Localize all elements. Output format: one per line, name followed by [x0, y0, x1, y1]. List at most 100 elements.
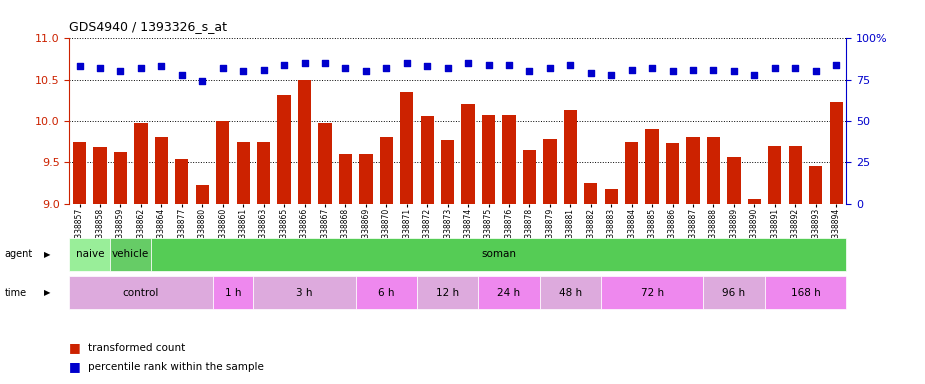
Text: 96 h: 96 h: [722, 288, 746, 298]
Point: [501, 62, 516, 68]
Point: [236, 68, 251, 74]
Bar: [601, 276, 703, 309]
Bar: [605, 189, 618, 204]
Bar: [789, 146, 802, 204]
Text: 6 h: 6 h: [378, 288, 395, 298]
Bar: [298, 79, 311, 204]
Point: [624, 67, 639, 73]
Text: transformed count: transformed count: [88, 343, 185, 353]
Bar: [257, 142, 270, 204]
Bar: [707, 137, 720, 204]
Point: [297, 60, 312, 66]
Bar: [462, 104, 475, 204]
Bar: [151, 238, 846, 271]
Point: [665, 68, 680, 74]
Bar: [134, 123, 148, 204]
Point: [277, 62, 291, 68]
Bar: [278, 94, 290, 204]
Bar: [523, 150, 536, 204]
Bar: [114, 152, 127, 204]
Bar: [441, 140, 454, 204]
Bar: [727, 157, 741, 204]
Point: [808, 68, 823, 74]
Bar: [69, 238, 110, 271]
Point: [685, 67, 700, 73]
Bar: [355, 276, 417, 309]
Text: 1 h: 1 h: [225, 288, 241, 298]
Bar: [110, 238, 151, 271]
Point: [317, 60, 332, 66]
Point: [481, 62, 496, 68]
Text: naive: naive: [76, 249, 105, 260]
Point: [726, 68, 741, 74]
Bar: [646, 129, 659, 204]
Bar: [154, 137, 168, 204]
Bar: [339, 154, 352, 204]
Text: 168 h: 168 h: [791, 288, 820, 298]
Bar: [666, 143, 679, 204]
Point: [72, 63, 87, 70]
Text: time: time: [5, 288, 27, 298]
Bar: [768, 146, 782, 204]
Point: [747, 72, 762, 78]
Text: vehicle: vehicle: [112, 249, 149, 260]
Bar: [401, 92, 413, 204]
Point: [256, 67, 271, 73]
Text: control: control: [123, 288, 159, 298]
Point: [768, 65, 783, 71]
Bar: [703, 276, 765, 309]
Bar: [539, 276, 601, 309]
Point: [113, 68, 128, 74]
Text: percentile rank within the sample: percentile rank within the sample: [88, 362, 264, 372]
Point: [400, 60, 414, 66]
Point: [522, 68, 536, 74]
Bar: [502, 115, 515, 204]
Point: [133, 65, 148, 71]
Point: [584, 70, 598, 76]
Bar: [318, 123, 331, 204]
Bar: [625, 142, 638, 204]
Bar: [216, 121, 229, 204]
Text: agent: agent: [5, 249, 33, 260]
Bar: [175, 159, 189, 204]
Point: [829, 62, 844, 68]
Text: ■: ■: [69, 360, 81, 373]
Bar: [69, 276, 213, 309]
Point: [359, 68, 374, 74]
Text: 72 h: 72 h: [640, 288, 664, 298]
Point: [706, 67, 721, 73]
Point: [604, 72, 619, 78]
Bar: [73, 142, 86, 204]
Bar: [195, 185, 209, 204]
Point: [195, 78, 210, 84]
Point: [154, 63, 168, 70]
Bar: [421, 116, 434, 204]
Point: [420, 63, 435, 70]
Bar: [482, 115, 495, 204]
Point: [216, 65, 230, 71]
Bar: [830, 102, 843, 204]
Bar: [563, 110, 577, 204]
Point: [788, 65, 803, 71]
Bar: [379, 137, 393, 204]
Point: [440, 65, 455, 71]
Text: 48 h: 48 h: [559, 288, 582, 298]
Point: [379, 65, 394, 71]
Bar: [686, 137, 699, 204]
Text: GDS4940 / 1393326_s_at: GDS4940 / 1393326_s_at: [69, 20, 228, 33]
Bar: [213, 276, 253, 309]
Point: [338, 65, 352, 71]
Point: [92, 65, 107, 71]
Point: [175, 72, 190, 78]
Bar: [478, 276, 539, 309]
Text: 3 h: 3 h: [296, 288, 313, 298]
Bar: [253, 276, 355, 309]
Point: [542, 65, 557, 71]
Text: soman: soman: [481, 249, 516, 260]
Bar: [585, 183, 598, 204]
Text: ■: ■: [69, 341, 81, 354]
Bar: [765, 276, 846, 309]
Bar: [417, 276, 478, 309]
Point: [645, 65, 660, 71]
Point: [563, 62, 578, 68]
